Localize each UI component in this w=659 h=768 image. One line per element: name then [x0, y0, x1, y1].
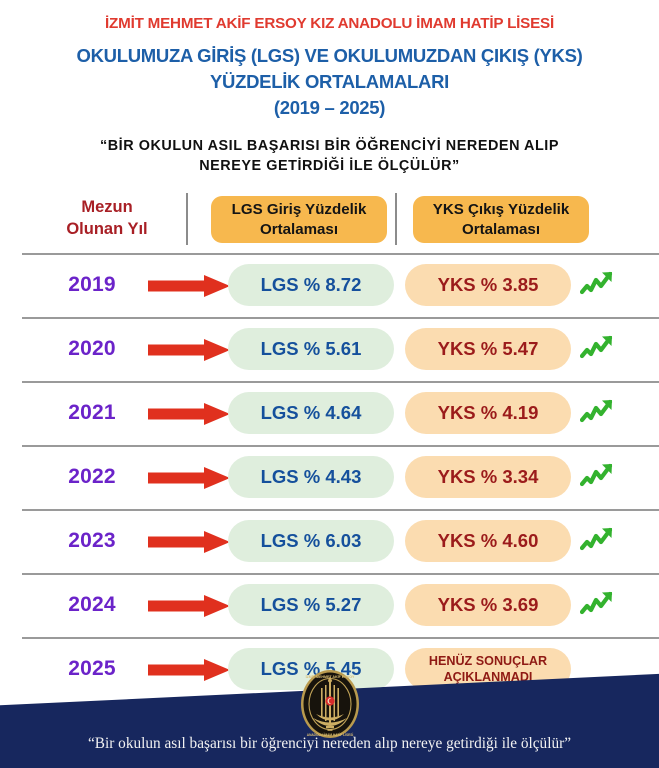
cell-yks-pending-line-1: HENÜZ SONUÇLAR — [428, 653, 548, 668]
cell-graduation-year: 2023 — [68, 529, 116, 552]
right-arrow-icon — [148, 403, 230, 425]
header-divider-1 — [186, 193, 188, 245]
trend-up-icon — [580, 461, 616, 491]
column-header-lgs: LGS Giriş Yüzdelik Ortalaması — [211, 196, 387, 243]
column-header-yks-line-2: Ortalaması — [461, 220, 541, 238]
trend-up-icon — [580, 269, 616, 299]
right-arrow-icon — [148, 531, 230, 553]
table-row: 2021 LGS % 4.64 YKS % 4.19 — [0, 381, 659, 445]
right-arrow-icon — [148, 659, 230, 681]
cell-yks-percentile: YKS % 3.85 — [405, 264, 571, 306]
column-header-year-line-2: Olunan Yıl — [66, 220, 148, 239]
row-separator — [22, 253, 659, 255]
svg-text:ANADOLU İMAM HATİP LİSESİ: ANADOLU İMAM HATİP LİSESİ — [307, 733, 354, 737]
page-title-line-2: YÜZDELİK ORTALAMALARI — [210, 71, 449, 93]
cell-lgs-percentile: LGS % 4.64 — [228, 392, 394, 434]
column-header-year: Mezun Olunan Yıl — [38, 196, 176, 240]
row-separator — [22, 381, 659, 383]
row-separator — [22, 445, 659, 447]
right-arrow-icon — [148, 275, 230, 297]
page-title-line-3: (2019 – 2025) — [273, 97, 386, 119]
trend-up-icon — [580, 397, 616, 427]
cell-lgs-percentile: LGS % 8.72 — [228, 264, 394, 306]
cell-lgs-percentile: LGS % 4.43 — [228, 456, 394, 498]
table-row: 2022 LGS % 4.43 YKS % 3.34 — [0, 445, 659, 509]
right-arrow-icon — [148, 339, 230, 361]
headline-quote: “BİR OKULUN ASIL BAŞARISI BİR ÖĞRENCİYİ … — [0, 136, 659, 178]
cell-yks-percentile: YKS % 4.60 — [405, 520, 571, 562]
table-header-row: Mezun Olunan Yıl LGS Giriş Yüzdelik Orta… — [0, 190, 659, 253]
cell-yks-percentile: YKS % 3.69 — [405, 584, 571, 626]
column-header-yks-line-1: YKS Çıkış Yüzdelik — [432, 201, 570, 219]
school-name: İZMİT MEHMET AKİF ERSOY KIZ ANADOLU İMAM… — [105, 15, 554, 32]
trend-up-icon — [580, 333, 616, 363]
svg-text:İZMİT MEHMET AKİF ERSOY: İZMİT MEHMET AKİF ERSOY — [306, 675, 355, 679]
trend-up-icon — [580, 525, 616, 555]
cell-graduation-year: 2022 — [68, 465, 116, 488]
page-title: OKULUMUZA GİRİŞ (LGS) VE OKULUMUZDAN ÇIK… — [0, 43, 659, 122]
table-row: 2020 LGS % 5.61 YKS % 5.47 — [0, 317, 659, 381]
table-row: 2019 LGS % 8.72 YKS % 3.85 — [0, 253, 659, 317]
column-header-yks: YKS Çıkış Yüzdelik Ortalaması — [413, 196, 589, 243]
row-separator — [22, 509, 659, 511]
results-table: Mezun Olunan Yıl LGS Giriş Yüzdelik Orta… — [0, 190, 659, 253]
cell-yks-percentile: YKS % 5.47 — [405, 328, 571, 370]
table-row: 2024 LGS % 5.27 YKS % 3.69 — [0, 573, 659, 637]
header-block: İZMİT MEHMET AKİF ERSOY KIZ ANADOLU İMAM… — [0, 0, 659, 177]
column-header-lgs-line-2: Ortalaması — [259, 220, 339, 238]
cell-graduation-year: 2019 — [68, 273, 116, 296]
row-separator — [22, 637, 659, 639]
school-emblem: İZMİT MEHMET AKİF ERSOY ANADOLU İMAM HAT… — [299, 668, 361, 740]
cell-graduation-year: 2020 — [68, 337, 116, 360]
trend-up-icon — [580, 589, 616, 619]
headline-quote-line-2: NEREYE GETİRDİĞİ İLE ÖLÇÜLÜR” — [199, 158, 460, 175]
headline-quote-line-1: “BİR OKULUN ASIL BAŞARISI BİR ÖĞRENCİYİ … — [99, 137, 560, 154]
cell-yks-pending-line-2: AÇIKLANMADI — [443, 670, 533, 684]
row-separator — [22, 573, 659, 575]
cell-graduation-year: 2021 — [68, 401, 116, 424]
cell-lgs-percentile: LGS % 6.03 — [228, 520, 394, 562]
cell-lgs-percentile: LGS % 5.27 — [228, 584, 394, 626]
row-separator — [22, 317, 659, 319]
cell-graduation-year: 2025 — [68, 657, 116, 680]
cell-yks-percentile: YKS % 3.34 — [405, 456, 571, 498]
header-divider-2 — [395, 193, 397, 245]
footer-quote: “Bir okulun asıl başarısı bir öğrenciyi … — [88, 735, 571, 753]
cell-graduation-year: 2024 — [68, 593, 116, 616]
right-arrow-icon — [148, 467, 230, 489]
page-title-line-1: OKULUMUZA GİRİŞ (LGS) VE OKULUMUZDAN ÇIK… — [76, 44, 583, 66]
column-header-lgs-line-1: LGS Giriş Yüzdelik — [231, 201, 367, 219]
column-header-year-line-1: Mezun — [81, 198, 133, 216]
cell-lgs-percentile: LGS % 5.61 — [228, 328, 394, 370]
cell-yks-percentile: YKS % 4.19 — [405, 392, 571, 434]
table-body: 2019 LGS % 8.72 YKS % 3.85 2020 LGS % 5.61 YK… — [0, 253, 659, 701]
right-arrow-icon — [148, 595, 230, 617]
table-row: 2023 LGS % 6.03 YKS % 4.60 — [0, 509, 659, 573]
